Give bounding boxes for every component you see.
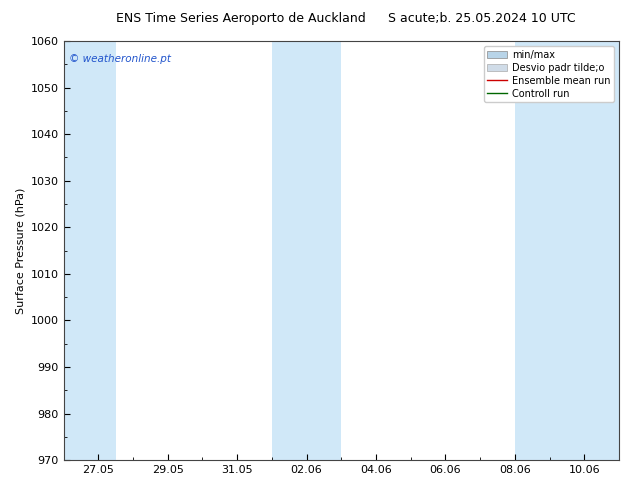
- Bar: [515, 41, 619, 460]
- Text: © weatheronline.pt: © weatheronline.pt: [69, 53, 171, 64]
- Text: ENS Time Series Aeroporto de Auckland: ENS Time Series Aeroporto de Auckland: [116, 12, 366, 25]
- Text: S acute;b. 25.05.2024 10 UTC: S acute;b. 25.05.2024 10 UTC: [388, 12, 576, 25]
- Legend: min/max, Desvio padr tilde;o, Ensemble mean run, Controll run: min/max, Desvio padr tilde;o, Ensemble m…: [484, 46, 614, 102]
- Bar: [272, 41, 341, 460]
- Bar: [63, 41, 115, 460]
- Y-axis label: Surface Pressure (hPa): Surface Pressure (hPa): [15, 187, 25, 314]
